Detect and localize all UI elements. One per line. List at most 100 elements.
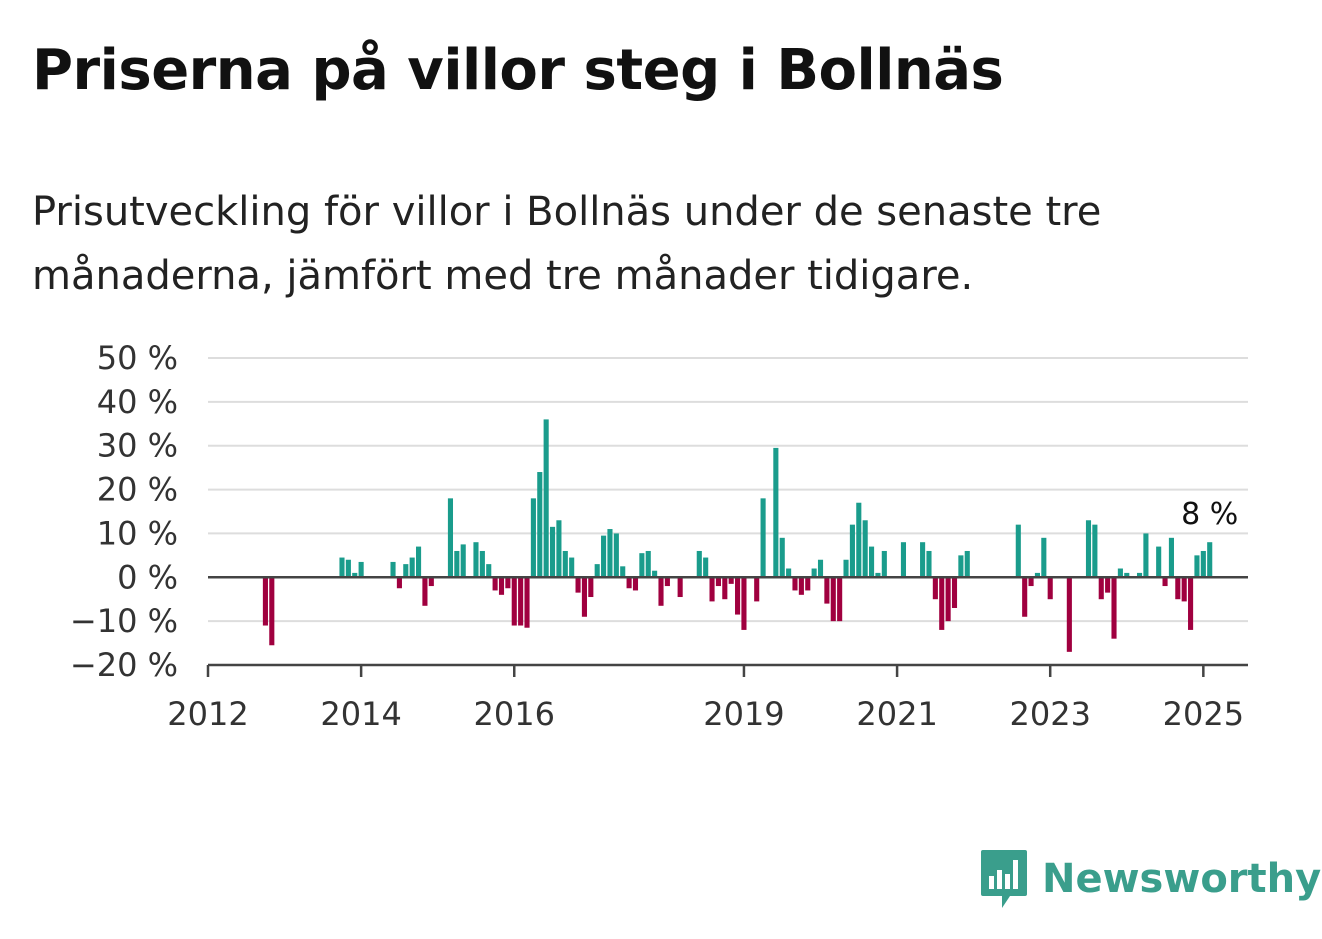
bar: [798, 577, 804, 595]
bar: [594, 564, 600, 578]
bar: [498, 577, 505, 595]
bar: [530, 498, 536, 578]
bar: [1098, 577, 1104, 600]
bar: [486, 564, 492, 578]
bar: [658, 577, 664, 606]
bar: [939, 577, 945, 630]
bar: [1034, 572, 1040, 578]
bar: [1015, 524, 1021, 578]
bar: [632, 577, 639, 591]
x-tick-label: 2016: [474, 695, 555, 733]
bar: [926, 550, 932, 578]
y-tick-label: 30 %: [97, 427, 178, 465]
bar: [262, 577, 268, 626]
bar: [1066, 577, 1072, 652]
bar: [881, 550, 887, 578]
bar: [843, 559, 849, 578]
bar: [473, 542, 479, 578]
bar: [677, 577, 683, 598]
axis-layer: [206, 576, 1248, 677]
bar: [422, 577, 428, 606]
bar: [792, 577, 798, 591]
bar: [664, 577, 670, 587]
bar: [645, 550, 651, 578]
bar: [518, 577, 524, 626]
bar: [849, 524, 855, 578]
bar: [722, 577, 728, 600]
bar: [1047, 577, 1053, 600]
bar: [1200, 550, 1206, 578]
bar: [505, 577, 511, 589]
bar: [1085, 520, 1092, 578]
bar: [920, 542, 926, 578]
bar: [601, 535, 607, 578]
y-tick-label: 10 %: [97, 514, 178, 552]
bar: [900, 542, 907, 578]
bar: [339, 557, 345, 578]
y-tick-label: −20 %: [70, 646, 178, 684]
bar: [1028, 577, 1034, 587]
bar: [575, 577, 581, 593]
y-tick-label: 50 %: [97, 339, 178, 377]
bar: [352, 572, 358, 578]
data-label-latest: 8 %: [1181, 497, 1238, 532]
bar-chart: 50 % 40 % 30 % 20 % 10 % 0 % −10 % −20 % 2012 201…: [70, 339, 1248, 733]
bar: [1105, 577, 1111, 593]
bar: [588, 577, 594, 598]
brand-name: Newsworthy: [1042, 856, 1322, 902]
bar: [1181, 577, 1187, 602]
y-tick-label: 40 %: [97, 383, 178, 421]
bar: [754, 577, 760, 602]
bar: [447, 498, 454, 578]
bar: [1117, 568, 1123, 578]
bar: [460, 544, 466, 578]
bar: [805, 577, 811, 591]
bar: [613, 533, 619, 578]
bar: [396, 577, 402, 589]
bar: [709, 577, 715, 602]
bar: [409, 557, 415, 578]
bar: [652, 570, 658, 578]
bar: [735, 577, 741, 615]
bar: [1168, 537, 1174, 578]
bar: [626, 577, 632, 589]
bar: [1143, 533, 1149, 578]
bar: [728, 577, 734, 584]
bar: [869, 546, 875, 578]
newsworthy-logo-icon: [981, 850, 1027, 908]
label-layer: 50 % 40 % 30 % 20 % 10 % 0 % −10 % −20 % 2012 201…: [70, 339, 1244, 733]
bar: [964, 550, 970, 578]
bar: [817, 559, 824, 578]
x-tick-label: 2014: [320, 695, 401, 733]
bar: [620, 566, 626, 578]
y-tick-label: 0 %: [117, 558, 178, 596]
bar: [1162, 577, 1168, 587]
x-tick-label: 2019: [703, 695, 784, 733]
bar: [1194, 555, 1200, 578]
brand-logo: Newsworthy: [980, 848, 1321, 910]
bar: [786, 568, 792, 578]
bar: [549, 526, 556, 578]
bar: [639, 553, 645, 578]
bar: [715, 577, 721, 587]
bar: [837, 577, 843, 622]
bar: [1041, 537, 1047, 578]
bar: [1207, 542, 1213, 578]
bar: [569, 557, 575, 578]
bar: [862, 520, 868, 578]
bar: [773, 447, 779, 578]
bar: [428, 577, 434, 587]
bar: [779, 537, 785, 578]
bar: [811, 568, 817, 578]
bar: [1136, 572, 1143, 578]
bar: [562, 550, 568, 578]
bar: [958, 555, 964, 578]
bar: [1111, 577, 1117, 639]
grid-layer: [208, 357, 1248, 623]
bar: [524, 577, 530, 628]
bar: [416, 546, 422, 578]
bar: [932, 577, 938, 600]
bar: [1092, 524, 1098, 578]
x-tick-label: 2023: [1009, 695, 1090, 733]
y-tick-label: 20 %: [97, 471, 178, 509]
